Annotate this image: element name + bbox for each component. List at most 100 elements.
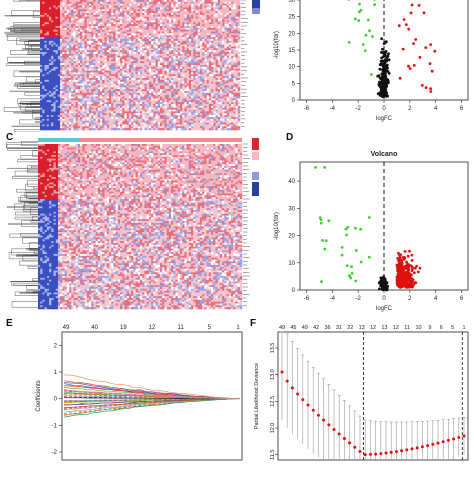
heatmap-cell [153,80,156,82]
heatmap-cell [120,7,123,9]
heatmap-cell [91,52,94,54]
heatmap-cell [153,50,156,52]
heatmap-cell [42,69,45,71]
heatmap-cell [147,45,150,47]
heatmap-cell [216,89,219,91]
heatmap-cell [207,61,210,63]
heatmap-cell [73,15,76,17]
heatmap-cell [160,4,163,6]
heatmap-cell [100,39,103,41]
heatmap-cell [202,17,205,19]
heatmap-cell [118,82,121,84]
heatmap-cell [222,48,225,50]
heatmap-cell [89,45,92,47]
heatmap-cell [67,32,70,34]
heatmap-cell [100,0,103,2]
heatmap-cell [191,100,194,102]
heatmap-cell [98,78,101,80]
heatmap-cell [227,52,230,54]
heatmap-cell [207,17,210,19]
heatmap-cell [187,37,190,39]
heatmap-cell [40,59,43,61]
heatmap-cell [213,50,216,52]
heatmap-cell [173,80,176,82]
heatmap-cell [67,65,70,67]
heatmap-cell [142,45,145,47]
heatmap-cell [182,71,185,73]
heatmap-cell [136,91,139,93]
heatmap-cell [104,17,107,19]
heatmap-cell [176,78,179,80]
heatmap-cell [64,0,67,2]
heatmap-cell [193,67,196,69]
heatmap-cell [167,65,170,67]
heatmap-cell [47,93,50,95]
heatmap-cell [200,95,203,97]
heatmap-cell [200,24,203,26]
heatmap-cell [142,32,145,34]
heatmap-cell [153,28,156,30]
heatmap-cell [176,43,179,45]
heatmap-cell [224,37,227,39]
heatmap-cell [136,6,139,8]
heatmap-cell [136,71,139,73]
heatmap-cell [149,58,152,60]
heatmap-cell [131,30,134,32]
dendrogram-branch [32,113,40,118]
heatmap-cell [136,65,139,67]
heatmap-cell [44,4,47,6]
heatmap-cell [109,28,112,30]
heatmap-cell [233,7,236,9]
heatmap-cell [180,93,183,95]
heatmap-cell [93,6,96,8]
heatmap-cell [142,54,145,56]
heatmap-cell [113,4,116,6]
heatmap-cell [138,63,141,65]
heatmap-cell [191,71,194,73]
heatmap-cell [202,9,205,11]
heatmap-cell [102,48,105,50]
heatmap-cell [124,89,127,91]
heatmap-cell [142,100,145,102]
heatmap-cell [133,76,136,78]
heatmap-cell [171,91,174,93]
heatmap-cell [53,28,56,30]
heatmap-cell [233,50,236,52]
heatmap-cell [211,48,214,50]
heatmap-cell [229,48,232,50]
heatmap-cell [98,93,101,95]
heatmap-cell [204,37,207,39]
heatmap-cell [162,19,165,21]
heatmap-cell [144,43,147,45]
heatmap-cell [147,59,150,61]
heatmap-cell [193,20,196,22]
heatmap-cell [178,6,181,8]
heatmap-cell [136,58,139,60]
heatmap-cell [136,35,139,37]
heatmap-cell [236,41,239,43]
heatmap-cell [129,19,132,21]
heatmap-cell [76,0,79,2]
heatmap-cell [173,59,176,61]
heatmap-cell [218,71,221,73]
heatmap-cell [82,100,85,102]
heatmap-cell [231,98,234,100]
heatmap-cell [111,100,114,102]
heatmap-cell [76,17,79,19]
heatmap-cell [173,95,176,97]
heatmap-cell [236,61,239,63]
heatmap-cell [200,87,203,89]
heatmap-cell [238,97,241,99]
heatmap-cell [87,46,90,48]
heatmap-cell [131,95,134,97]
heatmap-cell [136,100,139,102]
heatmap-cell [180,50,183,52]
heatmap-cell [178,9,181,11]
heatmap-cell [153,26,156,28]
heatmap-cell [191,54,194,56]
heatmap-cell [102,41,105,43]
heatmap-cell [138,87,141,89]
heatmap-cell [169,26,172,28]
heatmap-cell [58,20,61,22]
heatmap-cell [171,76,174,78]
